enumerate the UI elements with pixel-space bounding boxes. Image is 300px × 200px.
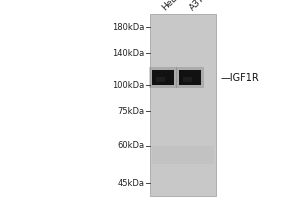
Text: 180kDa: 180kDa <box>112 22 145 31</box>
Bar <box>152 70 174 85</box>
Text: 75kDa: 75kDa <box>117 106 145 116</box>
Text: —IGF1R: —IGF1R <box>220 73 259 83</box>
Bar <box>152 146 214 164</box>
Text: HeLa: HeLa <box>160 0 183 12</box>
Text: 140kDa: 140kDa <box>112 48 145 58</box>
Bar <box>150 14 216 196</box>
Bar <box>156 77 165 82</box>
Text: 100kDa: 100kDa <box>112 81 145 90</box>
Text: A375: A375 <box>188 0 210 12</box>
Bar <box>183 77 192 82</box>
Text: 60kDa: 60kDa <box>117 142 145 150</box>
Bar <box>178 70 201 85</box>
Bar <box>176 67 204 88</box>
Text: 45kDa: 45kDa <box>118 178 145 188</box>
Bar <box>148 67 177 88</box>
